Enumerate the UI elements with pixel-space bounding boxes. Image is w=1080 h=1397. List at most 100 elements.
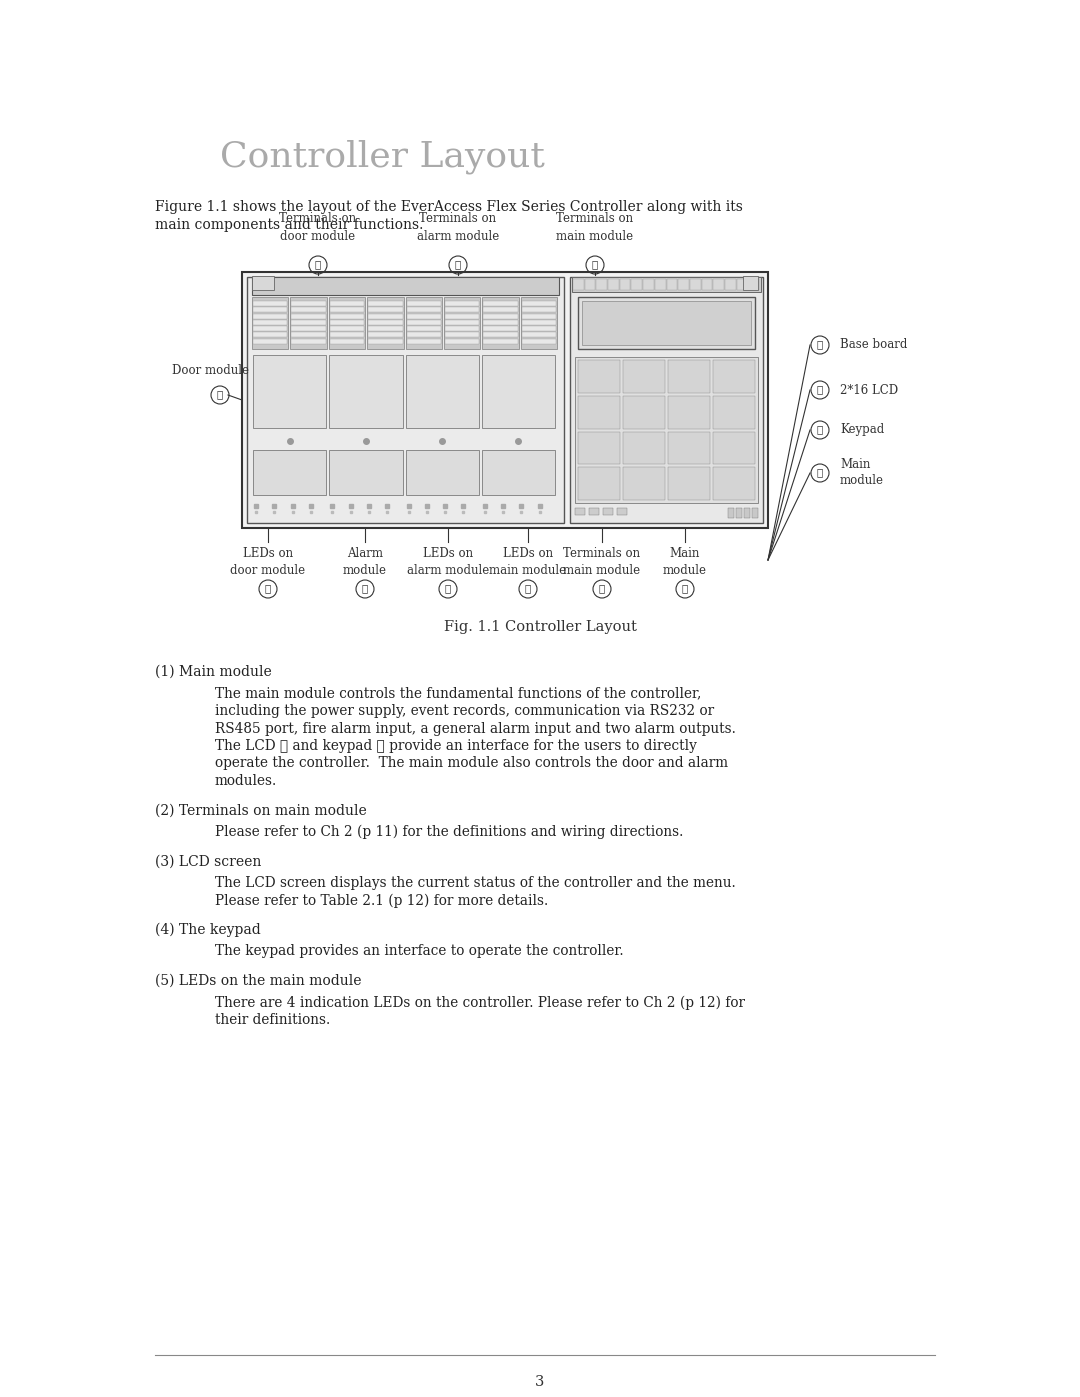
Text: (5) LEDs on the main module: (5) LEDs on the main module: [156, 974, 362, 988]
Bar: [368, 338, 403, 344]
Bar: [482, 450, 555, 495]
Text: The LCD screen displays the current status of the controller and the menu.: The LCD screen displays the current stat…: [215, 876, 735, 890]
Bar: [445, 313, 480, 319]
Text: ⑦: ⑦: [315, 260, 321, 270]
Bar: [578, 467, 620, 500]
Bar: [632, 279, 643, 291]
Bar: [253, 338, 287, 344]
Bar: [406, 320, 441, 326]
Bar: [253, 332, 287, 338]
Bar: [406, 332, 441, 338]
Text: (4) The keypad: (4) The keypad: [156, 923, 260, 937]
Text: operate the controller.  The main module also controls the door and alarm: operate the controller. The main module …: [215, 757, 728, 771]
Bar: [253, 300, 287, 306]
Bar: [669, 432, 710, 464]
Bar: [578, 298, 755, 349]
Bar: [292, 313, 326, 319]
Bar: [572, 277, 761, 292]
Bar: [522, 300, 556, 306]
Bar: [406, 300, 441, 306]
Bar: [483, 300, 517, 306]
Bar: [702, 279, 712, 291]
Bar: [713, 279, 724, 291]
Text: ②: ②: [599, 584, 605, 594]
Text: Fig. 1.1 Controller Layout: Fig. 1.1 Controller Layout: [444, 620, 636, 634]
Text: Main
module: Main module: [663, 548, 707, 577]
Text: 3: 3: [536, 1375, 544, 1389]
Bar: [444, 298, 481, 349]
Text: Door module: Door module: [172, 363, 248, 377]
Text: The keypad provides an interface to operate the controller.: The keypad provides an interface to oper…: [215, 944, 623, 958]
Text: LEDs on
door module: LEDs on door module: [230, 548, 306, 577]
Bar: [445, 338, 480, 344]
Bar: [252, 277, 559, 295]
Bar: [623, 395, 665, 429]
Bar: [368, 332, 403, 338]
Bar: [578, 360, 620, 393]
Text: Alarm
module: Alarm module: [343, 548, 387, 577]
Bar: [406, 338, 441, 344]
Text: Please refer to Table 2.1 (p 12) for more details.: Please refer to Table 2.1 (p 12) for mor…: [215, 894, 549, 908]
Bar: [483, 338, 517, 344]
Text: ①: ①: [816, 468, 823, 478]
Text: Terminals on
main module: Terminals on main module: [564, 548, 640, 577]
Bar: [292, 332, 326, 338]
Bar: [329, 332, 364, 338]
Text: Main
module: Main module: [840, 458, 885, 488]
Text: ⑩: ⑩: [455, 260, 461, 270]
Bar: [608, 279, 619, 291]
Bar: [253, 326, 287, 331]
Bar: [737, 279, 747, 291]
Bar: [406, 326, 441, 331]
Bar: [521, 298, 557, 349]
Bar: [690, 279, 701, 291]
Bar: [292, 307, 326, 313]
Text: Figure 1.1 shows the layout of the EverAccess Flex Series Controller along with : Figure 1.1 shows the layout of the EverA…: [156, 200, 743, 214]
Bar: [752, 509, 758, 518]
Text: LEDs on
main module: LEDs on main module: [489, 548, 567, 577]
Bar: [483, 298, 518, 349]
Bar: [570, 277, 762, 522]
Bar: [678, 279, 689, 291]
Bar: [522, 313, 556, 319]
Bar: [329, 450, 403, 495]
Bar: [445, 320, 480, 326]
Text: ⑫: ⑫: [816, 341, 823, 349]
Bar: [329, 326, 364, 331]
Bar: [735, 509, 742, 518]
Bar: [247, 277, 564, 522]
Text: ③: ③: [816, 386, 823, 394]
Bar: [292, 300, 326, 306]
Bar: [329, 300, 364, 306]
Bar: [654, 279, 665, 291]
Bar: [329, 313, 364, 319]
Text: Terminals on
door module: Terminals on door module: [280, 212, 356, 243]
Bar: [445, 332, 480, 338]
Bar: [292, 338, 326, 344]
Text: ④: ④: [816, 426, 823, 434]
Text: Terminals on
alarm module: Terminals on alarm module: [417, 212, 499, 243]
Bar: [253, 313, 287, 319]
Bar: [445, 300, 480, 306]
Bar: [367, 298, 404, 349]
Bar: [713, 467, 755, 500]
Text: Terminals on
main module: Terminals on main module: [556, 212, 634, 243]
Bar: [617, 509, 627, 515]
Bar: [728, 509, 734, 518]
Bar: [575, 509, 585, 515]
Text: main components and their functions.: main components and their functions.: [156, 218, 423, 232]
Text: Please refer to Ch 2 (p 11) for the definitions and wiring directions.: Please refer to Ch 2 (p 11) for the defi…: [215, 826, 684, 840]
Bar: [368, 307, 403, 313]
Bar: [669, 467, 710, 500]
Bar: [445, 326, 480, 331]
Text: (3) LCD screen: (3) LCD screen: [156, 855, 261, 869]
Text: The main module controls the fundamental functions of the controller,: The main module controls the fundamental…: [215, 686, 701, 700]
Bar: [368, 313, 403, 319]
Bar: [406, 313, 441, 319]
Bar: [522, 338, 556, 344]
Bar: [596, 279, 607, 291]
Bar: [329, 338, 364, 344]
Bar: [483, 313, 517, 319]
Bar: [522, 307, 556, 313]
Bar: [483, 307, 517, 313]
